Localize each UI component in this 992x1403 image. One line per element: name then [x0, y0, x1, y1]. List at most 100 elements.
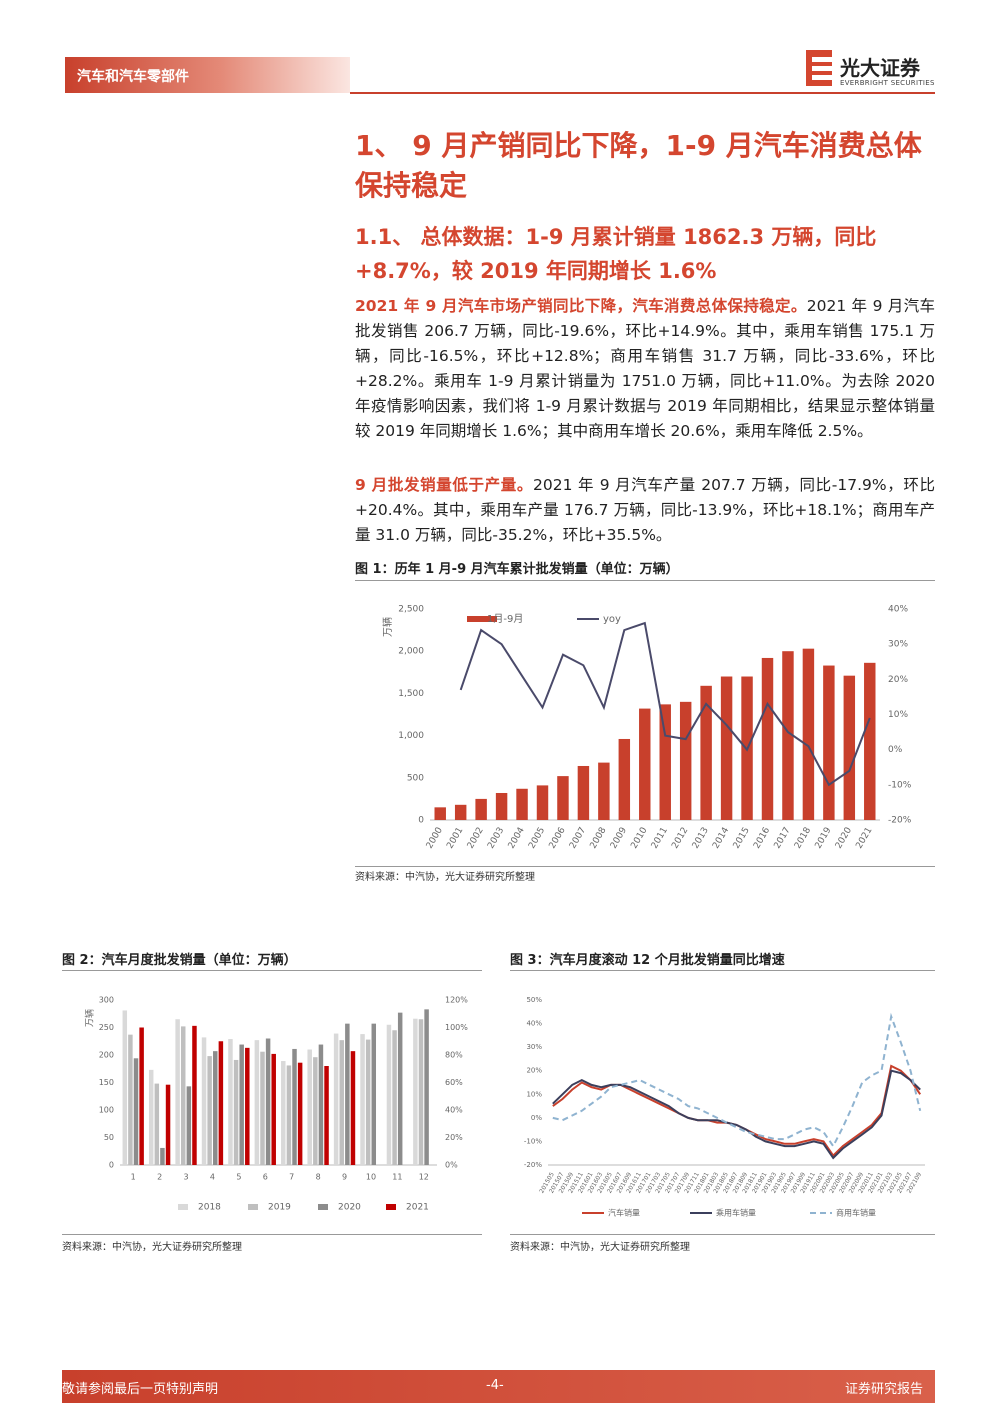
bar: [239, 1044, 244, 1165]
x-tick-label: 1: [131, 1173, 136, 1182]
legend-swatch: [178, 1204, 188, 1210]
bar: [128, 1034, 133, 1165]
bar: [286, 1065, 292, 1165]
bar: [228, 1039, 233, 1165]
legend-swatch: [467, 616, 497, 622]
brand: 光大证券: [840, 56, 920, 80]
bar: [386, 1024, 392, 1165]
x-tick-label: 7: [289, 1173, 294, 1182]
bar: [495, 792, 508, 820]
logo-icon: [806, 50, 832, 86]
y-tick-label: 200: [99, 1051, 114, 1060]
footer: 敬请参阅最后一页特别声明 -4- 证券研究报告: [62, 1370, 935, 1403]
y-tick-label: -10%: [524, 1137, 542, 1145]
chart: 0 50 100 150 200 250 300 0% 20% 40% 60% 80% 100% 120%…: [84, 996, 469, 1213]
bar: [271, 1053, 276, 1165]
bar: [557, 776, 569, 820]
x-tick-label: 2002: [466, 826, 486, 851]
x-tick-label: 2000: [425, 826, 445, 851]
bar: [475, 798, 487, 820]
y-tick-label: 500: [407, 773, 424, 783]
paragraph-text: 2021 年 9 月汽车产量 207.7 万辆，同比-17.9%，环比+20.4…: [355, 476, 935, 544]
legend-label: 2019: [268, 1203, 291, 1213]
y2-tick-label: 20%: [445, 1133, 463, 1142]
bar: [213, 1051, 218, 1165]
figure-rule: [62, 1234, 482, 1235]
legend-label: 汽车销量: [608, 1208, 640, 1218]
x-tick-label: 2020: [834, 826, 854, 851]
x-tick-label: 2: [157, 1173, 162, 1182]
y-tick-label: 2,500: [398, 605, 424, 615]
bar: [260, 1051, 265, 1165]
caption-rule: [510, 970, 935, 971]
bar: [618, 738, 631, 820]
chart: 0 500 1,000 1,500 2,000 2,500 -20% -10% 0% 10% 20%…: [381, 605, 912, 851]
y-tick-label: 250: [99, 1023, 114, 1032]
figure-source: 资料来源：中汽协，光大证券研究所整理: [62, 1242, 242, 1253]
y-tick-label: 50%: [526, 996, 542, 1004]
x-tick-label: 2015: [732, 826, 752, 851]
bar: [154, 1083, 160, 1165]
bar: [360, 1034, 365, 1165]
figure-caption: 图 2：汽车月度批发销量（单位：万辆）: [62, 953, 297, 968]
x-tick-label: 2011: [650, 826, 670, 851]
y-tick-label: 0: [418, 816, 424, 826]
bar: [339, 1040, 344, 1165]
x-tick-label: 9: [342, 1173, 347, 1182]
x-tick-label: 2018: [793, 826, 813, 851]
bar: [434, 807, 446, 820]
bar: [201, 1037, 207, 1165]
bar: [186, 1086, 192, 1165]
bar: [536, 785, 549, 820]
bar: [313, 1057, 318, 1165]
bar: [577, 765, 590, 820]
bar: [365, 1039, 371, 1165]
x-tick-label: 6: [263, 1173, 268, 1182]
y-axis-label: 万辆: [84, 1009, 96, 1027]
y-tick-label: -20%: [524, 1161, 542, 1169]
x-tick-label: 2014: [711, 826, 731, 851]
page-number: -4-: [486, 1378, 504, 1393]
legend-label: yoy: [603, 614, 621, 625]
y-tick-label: 40%: [526, 1020, 542, 1028]
heading-2: 1.1、 总体数据：1-9 月累计销量 1862.3 万辆，同比+8.7%，较 …: [355, 225, 877, 283]
line-series: [552, 1069, 921, 1160]
x-tick-label: 2021: [854, 826, 874, 851]
bar: [659, 704, 671, 820]
bar: [516, 788, 528, 820]
y2-tick-label: 30%: [888, 640, 908, 650]
caption-rule: [62, 970, 482, 971]
legend-label: 乘用车销量: [716, 1208, 756, 1218]
figure-source: 资料来源：中汽协，光大证券研究所整理: [510, 1242, 690, 1253]
y-axis-label: 万辆: [381, 617, 394, 637]
bar: [281, 1061, 286, 1165]
line-series: [459, 621, 871, 787]
paragraph-lead: 2021 年 9 月汽车市场产销同比下降，汽车消费总体保持稳定。: [355, 297, 807, 315]
x-tick-label: 2009: [609, 826, 629, 851]
bar: [413, 1018, 418, 1165]
y-tick-label: 1,500: [398, 689, 424, 699]
bar: [679, 701, 692, 820]
figure-source: 资料来源：中汽协，光大证券研究所整理: [355, 872, 535, 883]
legend-label: 2021: [406, 1203, 429, 1213]
bar: [454, 804, 467, 820]
bar: [823, 665, 835, 820]
figure-caption: 图 3：汽车月度滚动 12 个月批发销量同比增速: [510, 953, 785, 968]
x-tick-label: 2016: [752, 826, 772, 851]
x-tick-label: 2001: [445, 826, 465, 851]
bar: [180, 1026, 186, 1165]
y-tick-label: 10%: [526, 1090, 542, 1098]
chart: -20%-10%0%10%20%30%40%50%201505201507201…: [524, 996, 925, 1218]
y2-tick-label: 40%: [888, 605, 908, 615]
bar: [148, 1069, 154, 1165]
x-tick-label: 4: [210, 1173, 215, 1182]
line-series: [552, 1012, 922, 1149]
legend-swatch: [318, 1204, 328, 1210]
bar: [139, 1027, 144, 1165]
paragraph: 2021 年 9 月汽车市场产销同比下降，汽车消费总体保持稳定。2021 年 9…: [355, 294, 935, 444]
paragraph-lead: 9 月批发销量低于产量。: [355, 476, 534, 494]
y-tick-label: 20%: [526, 1067, 542, 1075]
bar: [254, 1040, 260, 1165]
bar: [160, 1147, 165, 1165]
x-tick-label: 12: [419, 1173, 429, 1182]
